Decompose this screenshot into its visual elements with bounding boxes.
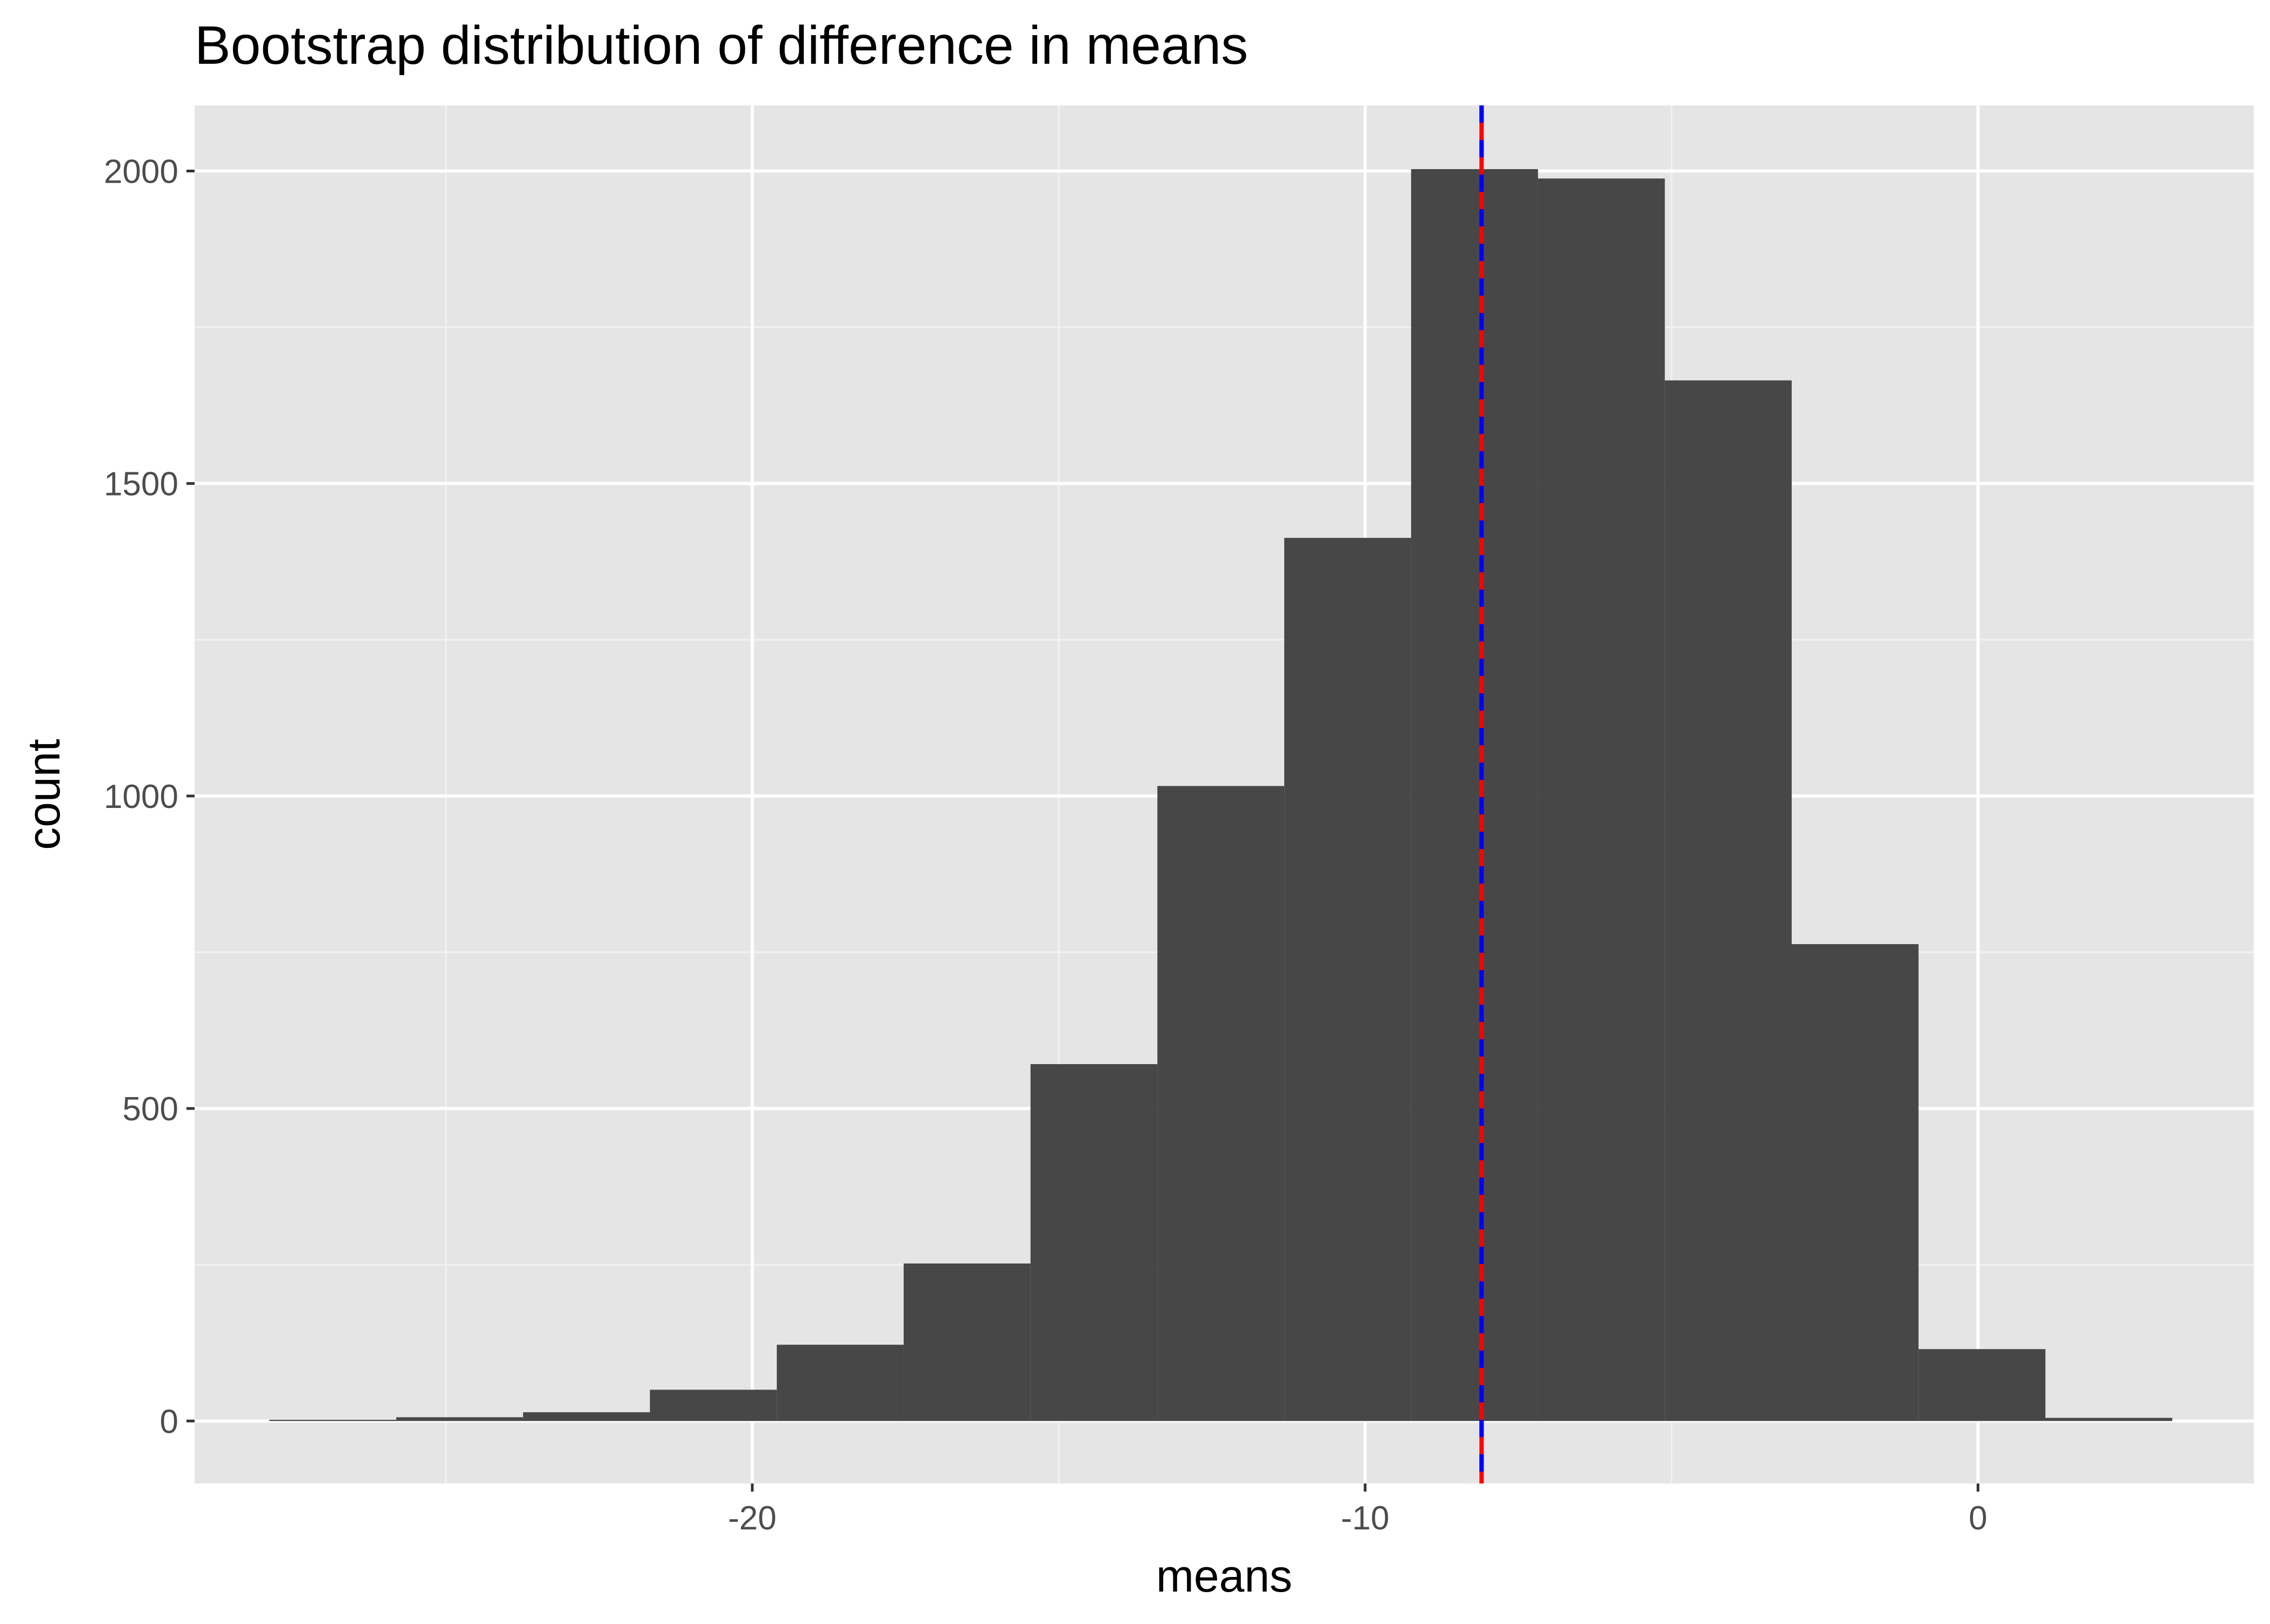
x-axis: -20 -10 0 xyxy=(728,1483,1987,1537)
y-tick-label: 2000 xyxy=(104,153,178,190)
y-tick-label: 500 xyxy=(123,1091,178,1128)
chart-title: Bootstrap distribution of difference in … xyxy=(195,15,1248,76)
histogram-bar xyxy=(396,1417,523,1421)
y-tick-label: 0 xyxy=(160,1403,178,1440)
y-tick-label: 1000 xyxy=(104,778,178,816)
histogram-bar xyxy=(650,1389,777,1421)
histogram-bar xyxy=(1918,1349,2046,1421)
x-tick-label: -20 xyxy=(728,1500,777,1537)
histogram-bar xyxy=(1030,1064,1158,1421)
histogram-bar xyxy=(2045,1418,2173,1421)
histogram-bar xyxy=(777,1345,904,1421)
x-tick-label: -10 xyxy=(1341,1500,1390,1537)
x-tick-label: 0 xyxy=(1968,1500,1987,1537)
histogram-bar xyxy=(1157,786,1285,1421)
histogram-bar xyxy=(1411,169,1538,1421)
histogram-bars xyxy=(269,169,2173,1421)
y-tick-label: 1500 xyxy=(104,466,178,503)
histogram-bar xyxy=(1538,178,1665,1421)
histogram-bar xyxy=(903,1263,1031,1421)
histogram-bar xyxy=(1665,380,1792,1421)
histogram-bar xyxy=(523,1412,650,1421)
histogram-bar xyxy=(1792,944,1919,1421)
histogram-bar xyxy=(1284,538,1411,1421)
y-axis: 0 500 1000 1500 2000 xyxy=(104,153,195,1440)
y-axis-title: count xyxy=(18,739,69,850)
histogram-bar xyxy=(269,1420,397,1421)
x-axis-title: means xyxy=(1156,1551,1292,1601)
